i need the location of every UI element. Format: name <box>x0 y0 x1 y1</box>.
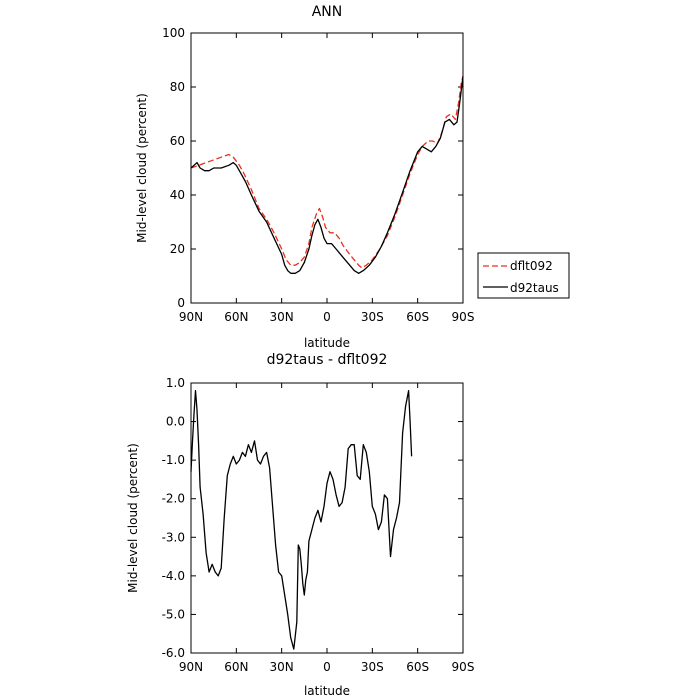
x-tick-label: 0 <box>323 660 331 674</box>
legend-box <box>477 252 570 299</box>
x-tick-label: 30N <box>270 660 294 674</box>
x-tick-label: 30S <box>361 310 384 324</box>
y-tick-label: 20 <box>170 242 185 256</box>
y-tick-label: -1.0 <box>162 453 185 467</box>
x-tick-label: 60S <box>406 660 429 674</box>
y-tick-label: -3.0 <box>162 530 185 544</box>
y-tick-label: 100 <box>162 26 185 40</box>
y-tick-label: 40 <box>170 188 185 202</box>
y-tick-label: 0.0 <box>166 415 185 429</box>
legend-label-d92taus: d92taus <box>510 281 559 295</box>
y-tick-label: 60 <box>170 134 185 148</box>
x-tick-label: 90N <box>179 310 203 324</box>
chart-title: ANN <box>312 4 343 20</box>
legend-label-dflt092: dflt092 <box>510 259 553 273</box>
y-tick-label: -6.0 <box>162 646 185 660</box>
y-tick-label: 0 <box>177 296 185 310</box>
x-tick-label: 30S <box>361 660 384 674</box>
y-axis-label: Mid-level cloud (percent) <box>126 443 140 593</box>
legend: dflt092 d92taus <box>477 252 570 299</box>
top-chart: ANN 90N 60N 30N 0 30S 60S 90S 0 20 40 60 80 100 Mid-… <box>135 4 570 350</box>
y-axis-label: Mid-level cloud (percent) <box>135 93 149 243</box>
y-tick-label: 1.0 <box>166 376 185 390</box>
series-line-dflt092 <box>190 76 464 269</box>
y-tick-label: -5.0 <box>162 607 185 621</box>
x-axis-label: latitude <box>304 336 350 350</box>
series-line-series-0 <box>190 390 413 650</box>
x-tick-label: 60S <box>406 310 429 324</box>
plot-area: 90N 60N 30N 0 30S 60S 90S 0 20 40 60 80 100 <box>162 26 474 324</box>
x-tick-label: 90S <box>452 660 475 674</box>
plot-frame <box>190 32 464 304</box>
plot-frame <box>190 382 464 654</box>
x-tick-label: 0 <box>323 310 331 324</box>
y-tick-label: -2.0 <box>162 492 185 506</box>
x-axis-label: latitude <box>304 684 350 698</box>
x-tick-label: 90S <box>452 310 475 324</box>
x-tick-label: 90N <box>179 660 203 674</box>
x-tick-label: 60N <box>224 310 248 324</box>
bottom-chart: d92taus - dflt092 90N 60N 30N 0 30S 60S 90S 1.0… <box>126 352 474 698</box>
y-tick-label: -4.0 <box>162 569 185 583</box>
x-tick-label: 30N <box>270 310 294 324</box>
chart-title: d92taus - dflt092 <box>267 352 388 368</box>
plot-area: 90N 60N 30N 0 30S 60S 90S 1.0 0.0 -1.0 -2.0 -3.0 -4.… <box>162 376 475 674</box>
y-tick-label: 80 <box>170 80 185 94</box>
series-line-d92taus <box>190 76 464 274</box>
x-tick-label: 60N <box>224 660 248 674</box>
